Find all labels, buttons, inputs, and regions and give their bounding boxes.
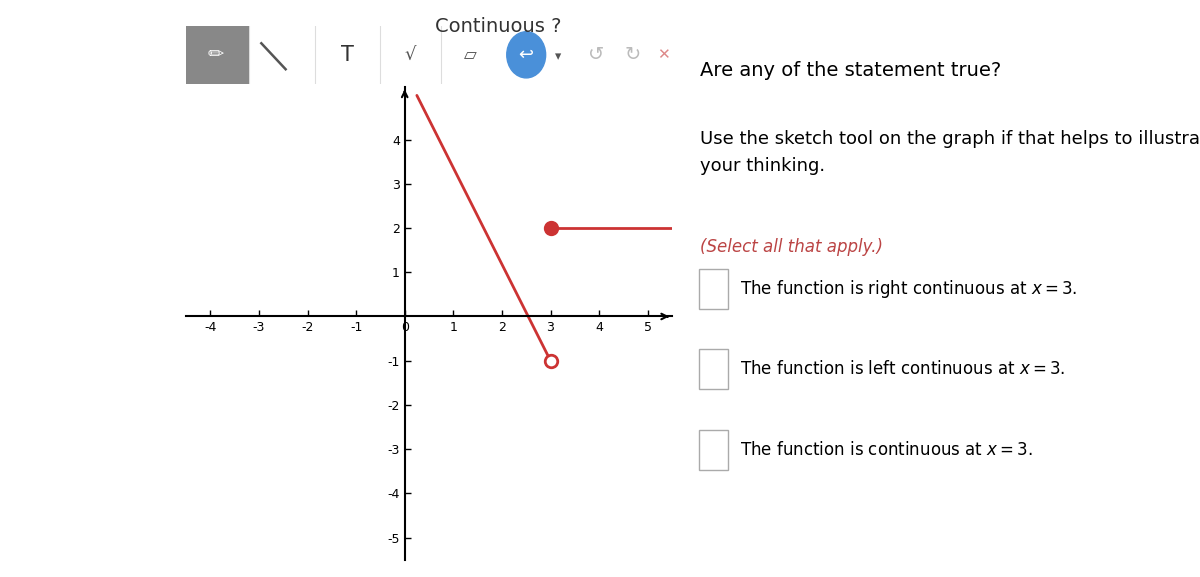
Circle shape	[506, 32, 546, 78]
FancyBboxPatch shape	[698, 269, 728, 309]
FancyBboxPatch shape	[184, 26, 250, 84]
Text: Continuous ?: Continuous ?	[434, 17, 562, 36]
Text: ↻: ↻	[625, 46, 641, 64]
Text: The function is right continuous at $x = 3$.: The function is right continuous at $x =…	[739, 278, 1078, 299]
Text: Are any of the statement true?: Are any of the statement true?	[700, 61, 1001, 80]
FancyBboxPatch shape	[698, 349, 728, 389]
Text: ▱: ▱	[464, 46, 476, 64]
Text: (Select all that apply.): (Select all that apply.)	[700, 238, 883, 256]
Text: ✏: ✏	[208, 46, 224, 64]
Text: ✕: ✕	[656, 47, 670, 62]
Text: The function is left continuous at $x = 3$.: The function is left continuous at $x = …	[739, 360, 1066, 378]
FancyBboxPatch shape	[698, 430, 728, 470]
Text: ↩: ↩	[518, 46, 534, 64]
Text: ↺: ↺	[588, 46, 605, 64]
Text: ▾: ▾	[554, 51, 560, 63]
Text: The function is continuous at $x = 3$.: The function is continuous at $x = 3$.	[739, 441, 1033, 459]
Text: √: √	[404, 46, 416, 64]
Text: Use the sketch tool on the graph if that helps to illustrate
your thinking.: Use the sketch tool on the graph if that…	[700, 130, 1200, 175]
Text: T: T	[341, 45, 354, 65]
